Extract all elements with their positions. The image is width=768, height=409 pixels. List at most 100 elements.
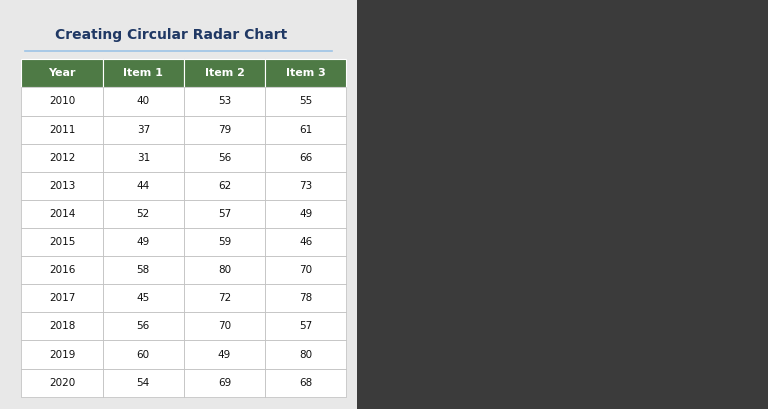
Bar: [184, 116, 265, 144]
Text: 55: 55: [300, 97, 313, 106]
Bar: [265, 228, 346, 256]
Text: Item 1: Item 1: [714, 126, 750, 136]
Text: 2017: 2017: [399, 340, 425, 350]
Text: 45: 45: [137, 293, 150, 303]
Bar: [22, 284, 103, 312]
Text: 49: 49: [218, 350, 231, 360]
Bar: [22, 88, 103, 115]
Bar: [184, 369, 265, 397]
Text: 49: 49: [300, 209, 313, 219]
Text: 49: 49: [137, 237, 150, 247]
Bar: [22, 340, 103, 369]
Bar: [184, 312, 265, 340]
Bar: [103, 116, 184, 144]
Text: 2013: 2013: [743, 242, 768, 252]
Text: 2017: 2017: [49, 293, 75, 303]
Bar: [103, 312, 184, 340]
Text: 20: 20: [567, 254, 579, 263]
Text: 60: 60: [587, 328, 599, 339]
Bar: [103, 59, 184, 88]
Bar: [184, 200, 265, 228]
Bar: [103, 172, 184, 200]
Text: 57: 57: [300, 321, 313, 331]
Text: 62: 62: [218, 181, 231, 191]
Text: 79: 79: [218, 125, 231, 135]
Text: 2016: 2016: [49, 265, 75, 275]
Text: 80: 80: [218, 265, 231, 275]
Bar: [265, 144, 346, 172]
Text: 46: 46: [300, 237, 313, 247]
Text: 52: 52: [137, 209, 150, 219]
Bar: [184, 59, 265, 88]
Bar: [184, 256, 265, 284]
Text: Item 2: Item 2: [714, 175, 750, 185]
Bar: [265, 200, 346, 228]
Bar: [103, 256, 184, 284]
Bar: [103, 340, 184, 369]
Text: 37: 37: [137, 125, 150, 135]
Text: 2010: 2010: [49, 97, 75, 106]
Bar: [265, 59, 346, 88]
Bar: [22, 312, 103, 340]
Text: 2020: 2020: [438, 58, 464, 68]
Text: 70: 70: [300, 265, 313, 275]
Text: 2018: 2018: [49, 321, 75, 331]
Bar: [103, 228, 184, 256]
Text: 56: 56: [137, 321, 150, 331]
Text: 2012: 2012: [49, 153, 75, 163]
Text: Creating Circular Radar Chart: Creating Circular Radar Chart: [55, 28, 287, 42]
Bar: [184, 172, 265, 200]
Text: 80: 80: [300, 350, 313, 360]
Text: 2018: 2018: [356, 242, 382, 252]
Text: 66: 66: [300, 153, 313, 163]
Bar: [184, 340, 265, 369]
Text: 53: 53: [218, 97, 231, 106]
Text: Item 2: Item 2: [204, 68, 244, 79]
Bar: [22, 369, 103, 397]
Text: 58: 58: [137, 265, 150, 275]
Text: 2010: 2010: [549, 29, 576, 39]
Bar: [22, 172, 103, 200]
Bar: [22, 116, 103, 144]
Text: Year: Year: [48, 68, 76, 79]
Bar: [265, 340, 346, 369]
Bar: [265, 116, 346, 144]
Bar: [103, 284, 184, 312]
Bar: [103, 88, 184, 115]
Bar: [184, 144, 265, 172]
Text: Yearly Sales Items Comparison: Yearly Sales Items Comparison: [435, 12, 690, 27]
Text: 2015: 2015: [601, 396, 627, 405]
Text: 80: 80: [597, 366, 609, 376]
Bar: [22, 256, 103, 284]
Text: 2013: 2013: [49, 181, 75, 191]
Bar: [103, 369, 184, 397]
Text: 61: 61: [300, 125, 313, 135]
Bar: [22, 59, 103, 88]
Bar: [265, 256, 346, 284]
Text: Item 1: Item 1: [124, 68, 164, 79]
Text: 2016: 2016: [498, 396, 525, 405]
Bar: [184, 228, 265, 256]
Text: 40: 40: [577, 291, 589, 301]
Bar: [103, 144, 184, 172]
Text: 60: 60: [137, 350, 150, 360]
Text: 73: 73: [300, 181, 313, 191]
Text: 44: 44: [137, 181, 150, 191]
Bar: [265, 312, 346, 340]
Text: 31: 31: [137, 153, 150, 163]
Text: Item 3: Item 3: [286, 68, 326, 79]
Bar: [265, 88, 346, 115]
Text: 2011: 2011: [661, 58, 687, 68]
Text: 0: 0: [560, 216, 565, 226]
Text: 2020: 2020: [49, 378, 75, 388]
Bar: [265, 369, 346, 397]
Text: 2019: 2019: [371, 135, 397, 145]
Text: 2014: 2014: [700, 340, 727, 350]
Text: 70: 70: [218, 321, 231, 331]
Text: 2015: 2015: [49, 237, 75, 247]
Text: 56: 56: [218, 153, 231, 163]
Bar: [184, 284, 265, 312]
Bar: [184, 88, 265, 115]
Text: 78: 78: [300, 293, 313, 303]
Text: 54: 54: [137, 378, 150, 388]
